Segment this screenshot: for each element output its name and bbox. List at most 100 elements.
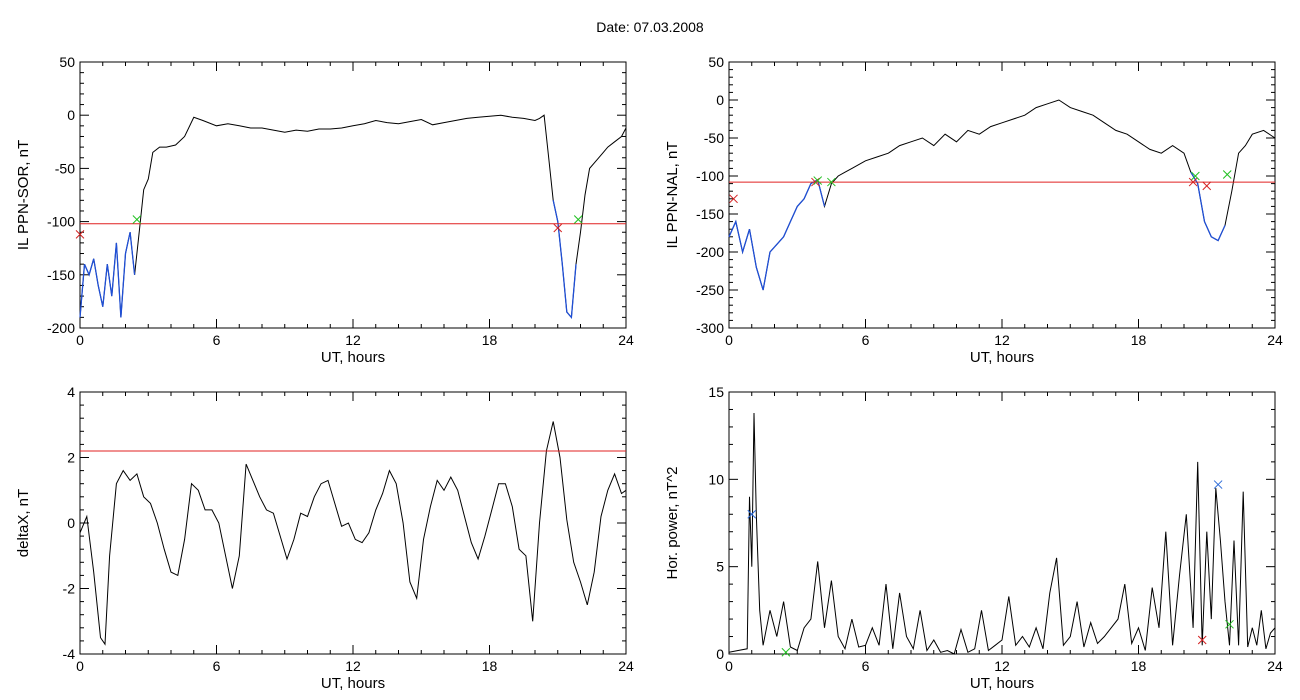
x-tick-label: 24 — [618, 332, 634, 348]
data-line — [79, 421, 627, 646]
y-tick-label: -2 — [63, 581, 76, 597]
plot-frame — [728, 61, 1276, 329]
x-tick-label: 18 — [482, 332, 498, 348]
x-tick-label: 24 — [618, 658, 634, 674]
marker-stroke — [75, 230, 85, 239]
y-tick-label: -4 — [63, 646, 76, 662]
marker-stroke — [1222, 170, 1232, 179]
marker-stroke — [1213, 480, 1223, 489]
y-tick-label: 2 — [67, 450, 75, 466]
event-marker — [747, 509, 757, 519]
event-marker — [75, 230, 85, 239]
panel-ppn-nal: 0 6 12 18 24 50 0 -50 -100 -150 -200 -250 -300 UT, ho… — [664, 54, 1283, 366]
event-marker — [1197, 635, 1207, 645]
x-tick-label: 24 — [1267, 658, 1283, 674]
x-tick-label: 12 — [345, 658, 361, 674]
marker-stroke — [747, 509, 757, 519]
x-tick-label: 12 — [345, 332, 361, 348]
x-tick-label: 0 — [76, 332, 84, 348]
y-tick-label: 50 — [708, 54, 724, 70]
y-tick-label: 0 — [67, 107, 75, 123]
x-tick-label: 6 — [862, 332, 870, 348]
y-tick-label: 4 — [67, 384, 75, 400]
x-axis-label: UT, hours — [321, 349, 385, 366]
y-tick-label: -200 — [47, 320, 75, 336]
data-line — [79, 114, 627, 319]
marker-stroke — [1225, 619, 1234, 629]
data-line — [728, 412, 1276, 655]
y-axis-label: deltaX, nT — [15, 489, 32, 557]
event-marker — [781, 647, 791, 657]
y-tick-label: -50 — [55, 160, 75, 176]
x-axis-label: UT, hours — [321, 675, 385, 692]
event-marker — [1202, 181, 1212, 191]
marker-stroke — [553, 223, 563, 233]
date-title: Date: 07.03.2008 — [596, 19, 704, 35]
event-marker — [132, 215, 142, 224]
x-tick-label: 6 — [213, 332, 221, 348]
x-tick-label: 18 — [1131, 658, 1147, 674]
marker-stroke — [827, 177, 836, 187]
y-tick-label: -150 — [696, 206, 724, 222]
y-tick-label: -100 — [696, 168, 724, 184]
y-tick-label: -250 — [696, 282, 724, 298]
y-axis-label: IL PPN-SOR, nT — [15, 140, 32, 250]
x-tick-label: 6 — [862, 658, 870, 674]
marker-stroke — [132, 215, 142, 224]
event-marker — [1191, 171, 1200, 181]
x-tick-label: 18 — [1131, 332, 1147, 348]
panel-hor-power: 0 6 12 18 24 15 10 5 0 UT, hours Hor. power, nT^2 — [664, 384, 1283, 692]
x-tick-label: 24 — [1267, 332, 1283, 348]
event-marker — [811, 177, 820, 187]
event-marker — [729, 194, 738, 204]
marker-stroke — [781, 647, 791, 657]
y-tick-label: 50 — [59, 54, 75, 70]
highlight-segment — [728, 178, 826, 291]
panel-ppn-sor: 0 6 12 18 24 50 0 -50 -100 -150 -200 UT, hours IL PP… — [15, 54, 634, 366]
marker-stroke — [1202, 181, 1212, 191]
event-marker — [1225, 619, 1234, 629]
marker-stroke — [1188, 177, 1198, 187]
event-marker — [573, 215, 583, 224]
y-tick-label: -50 — [704, 130, 724, 146]
marker-stroke — [1197, 635, 1207, 645]
y-tick-label: 10 — [708, 471, 724, 487]
marker-stroke — [1191, 171, 1200, 181]
event-marker — [553, 223, 563, 233]
marker-stroke — [729, 194, 738, 204]
x-tick-label: 12 — [994, 658, 1010, 674]
highlight-segment — [79, 232, 136, 318]
x-axis-label: UT, hours — [970, 349, 1034, 366]
y-tick-label: 5 — [716, 559, 724, 575]
plot-frame — [79, 391, 627, 655]
highlight-segment — [552, 200, 577, 320]
x-tick-label: 6 — [213, 658, 221, 674]
x-tick-label: 0 — [725, 658, 733, 674]
event-marker — [1222, 170, 1232, 179]
event-marker — [827, 177, 836, 187]
x-tick-label: 0 — [725, 332, 733, 348]
event-marker — [813, 176, 823, 185]
event-marker — [1213, 480, 1223, 489]
y-tick-label: 15 — [708, 384, 724, 400]
x-tick-label: 12 — [994, 332, 1010, 348]
y-axis-label: IL PPN-NAL, nT — [664, 142, 681, 249]
panel-deltax: 0 6 12 18 24 4 2 0 -2 -4 UT, hours deltaX, nT — [15, 384, 634, 692]
event-marker — [1188, 177, 1198, 187]
x-axis-label: UT, hours — [970, 675, 1034, 692]
y-axis-label: Hor. power, nT^2 — [664, 467, 681, 580]
marker-stroke — [573, 215, 583, 224]
y-tick-label: 0 — [716, 646, 724, 662]
x-tick-label: 18 — [482, 658, 498, 674]
data-line — [728, 99, 1276, 291]
y-tick-label: -300 — [696, 320, 724, 336]
y-tick-label: -100 — [47, 214, 75, 230]
marker-stroke — [811, 177, 820, 187]
y-tick-label: 0 — [67, 515, 75, 531]
y-tick-label: -150 — [47, 267, 75, 283]
y-tick-label: 0 — [716, 92, 724, 108]
plot-frame — [79, 61, 627, 329]
marker-stroke — [813, 176, 823, 185]
y-tick-label: -200 — [696, 244, 724, 260]
